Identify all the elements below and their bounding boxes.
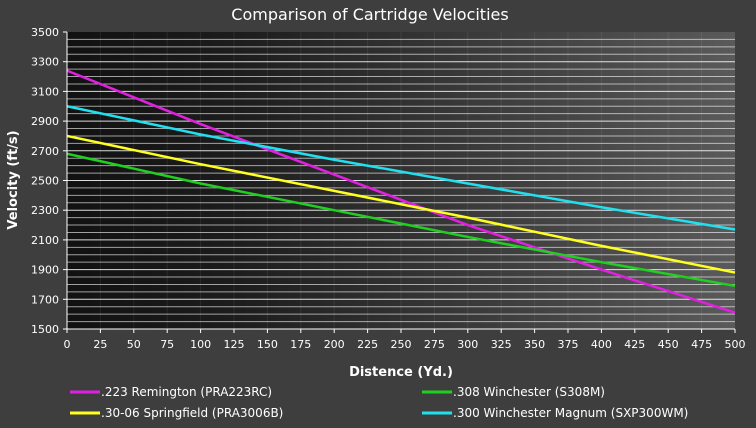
x-tick-label: 0: [64, 338, 71, 351]
x-axis-title: Distence (Yd.): [349, 365, 453, 380]
series-lines: [66, 69, 736, 314]
x-tick-label: 100: [190, 338, 211, 351]
x-tick-label: 250: [391, 338, 412, 351]
legend-label: .308 Winchester (S308M): [453, 385, 605, 399]
x-tick-label: 200: [324, 338, 345, 351]
x-tick-label: 25: [93, 338, 107, 351]
y-tick-label: 2100: [31, 234, 59, 247]
x-tick-label: 50: [127, 338, 141, 351]
x-tick-label: 175: [290, 338, 311, 351]
y-tick-label: 2900: [31, 115, 59, 128]
x-tick-label: 325: [491, 338, 512, 351]
y-axis-title: Velocity (ft/s): [6, 130, 21, 229]
legend-label: .300 Winchester Magnum (SXP300WM): [453, 406, 688, 420]
chart-title: Comparison of Cartridge Velocities: [231, 5, 508, 24]
y-tick-label: 1900: [31, 264, 59, 277]
x-tick-label: 75: [160, 338, 174, 351]
x-tick-label: 150: [257, 338, 278, 351]
y-tick-label: 2300: [31, 204, 59, 217]
grid-lines: [67, 32, 735, 329]
y-tick-label: 1500: [31, 323, 59, 336]
series-line: [66, 134, 736, 274]
y-tick-label: 3500: [31, 26, 59, 39]
legend-label: .30-06 Springfield (PRA3006B): [101, 406, 283, 420]
y-tick-label: 3100: [31, 85, 59, 98]
y-tick-label: 2700: [31, 145, 59, 158]
y-tick-label: 3300: [31, 56, 59, 69]
y-tick-label: 2500: [31, 175, 59, 188]
x-tick-label: 275: [424, 338, 445, 351]
x-tick-label: 375: [558, 338, 579, 351]
series-line: [66, 105, 736, 231]
x-tick-label: 500: [725, 338, 746, 351]
legend-label: .223 Remington (PRA223RC): [101, 385, 272, 399]
series-line: [66, 69, 736, 314]
x-tick-label: 225: [357, 338, 378, 351]
x-tick-label: 475: [691, 338, 712, 351]
series-line: [66, 152, 736, 288]
x-tick-label: 300: [457, 338, 478, 351]
x-tick-label: 125: [224, 338, 245, 351]
x-tick-label: 350: [524, 338, 545, 351]
y-axis-ticks: 1500 1700 1900 2100 2300 2500 2700 2900 3100 3300…: [31, 26, 67, 336]
legend: .223 Remington (PRA223RC) .30-06 Springfi…: [70, 385, 688, 420]
x-tick-label: 400: [591, 338, 612, 351]
y-tick-label: 1700: [31, 293, 59, 306]
x-tick-label: 450: [658, 338, 679, 351]
x-axis-ticks: 0 25 50 75 100 125 150 175 200 225 250 275 300 325 350…: [64, 329, 746, 351]
x-tick-label: 425: [624, 338, 645, 351]
